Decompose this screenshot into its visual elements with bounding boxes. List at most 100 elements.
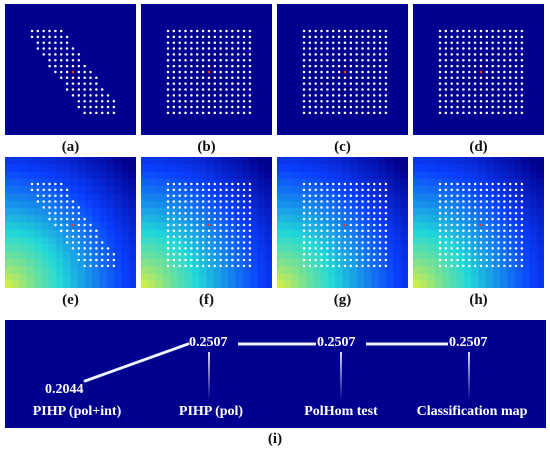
gradient-cell xyxy=(514,157,523,165)
sample-dot xyxy=(444,35,448,39)
gradient-cell xyxy=(514,258,523,267)
gradient-cell xyxy=(478,222,487,231)
gradient-cell xyxy=(522,200,530,209)
gradient-cell xyxy=(48,222,57,231)
sample-dot xyxy=(112,111,116,115)
gradient-cell xyxy=(471,222,479,231)
gradient-cell xyxy=(427,258,436,267)
sample-dot xyxy=(485,212,489,215)
sample-dot xyxy=(172,111,176,115)
sample-dot xyxy=(89,82,92,85)
sample-dot xyxy=(172,229,176,233)
gradient-cell xyxy=(128,258,136,267)
sample-dot xyxy=(343,53,347,56)
gradient-cell xyxy=(514,215,523,223)
gradient-cell xyxy=(199,222,207,231)
sample-dot xyxy=(378,76,382,80)
gradient-cell xyxy=(206,207,215,216)
sample-dot xyxy=(485,188,489,192)
gradient-cell xyxy=(77,258,86,267)
gradient-cell xyxy=(114,244,122,253)
gradient-cell xyxy=(228,200,237,209)
sample-dot xyxy=(372,35,376,39)
gradient-cell xyxy=(529,251,538,260)
sample-dot xyxy=(242,212,246,215)
gradient-cell xyxy=(393,207,402,216)
sample-dot xyxy=(106,111,110,115)
sample-dot xyxy=(225,217,228,221)
gradient-cell xyxy=(393,164,402,172)
gradient-cell xyxy=(277,237,285,245)
gradient-cell xyxy=(522,186,530,194)
sample-dot xyxy=(172,53,176,56)
gradient-cell xyxy=(257,200,266,209)
gradient-cell xyxy=(413,171,421,180)
gradient-cell xyxy=(141,164,149,172)
gradient-cell xyxy=(449,229,458,238)
gradient-cell xyxy=(478,266,487,274)
sample-dot xyxy=(166,99,170,103)
sample-dot xyxy=(201,212,205,215)
gradient-cell xyxy=(449,200,458,209)
gradient-cell xyxy=(177,215,186,223)
gradient-cell xyxy=(85,266,93,274)
sample-dot xyxy=(479,229,483,233)
sample-dot xyxy=(462,111,465,115)
gradient-cell xyxy=(456,200,465,209)
gradient-cell xyxy=(327,215,336,223)
gradient-cell xyxy=(493,251,501,260)
sample-dot xyxy=(355,206,358,209)
sample-dot xyxy=(83,264,86,268)
sample-dot xyxy=(349,252,353,256)
gradient-cell xyxy=(221,244,229,253)
sample-dot xyxy=(77,212,81,215)
sample-dot xyxy=(462,212,465,215)
gradient-cell xyxy=(48,244,57,253)
gradient-cell xyxy=(507,200,516,209)
gradient-cell xyxy=(5,266,13,274)
center-pixel-dot xyxy=(71,223,75,227)
sample-dot xyxy=(503,70,506,74)
sample-dot xyxy=(100,241,104,244)
sample-dot xyxy=(320,59,323,62)
sample-dot xyxy=(60,229,63,233)
gradient-cell xyxy=(463,164,472,172)
sample-dot xyxy=(320,229,323,233)
sample-dot xyxy=(479,252,483,256)
sample-dot xyxy=(332,99,335,103)
sample-dot xyxy=(54,200,57,203)
gradient-cell xyxy=(463,207,472,216)
gradient-cell xyxy=(507,222,516,231)
gradient-cell xyxy=(478,237,487,245)
gradient-cell xyxy=(63,178,71,187)
sample-dot xyxy=(479,59,483,62)
sample-dot xyxy=(520,252,524,256)
sample-dot xyxy=(332,88,335,91)
gradient-cell xyxy=(77,215,86,223)
gradient-cell xyxy=(48,273,57,282)
sample-dot xyxy=(367,206,370,209)
sample-dot xyxy=(236,70,240,74)
sample-dot xyxy=(213,229,217,233)
gradient-cell xyxy=(313,164,322,172)
gradient-cell xyxy=(242,280,251,288)
sample-dot xyxy=(48,64,51,68)
sample-dot xyxy=(491,76,494,80)
panel-f-image xyxy=(141,157,272,288)
gradient-cell xyxy=(41,193,50,202)
gradient-cell xyxy=(235,193,244,202)
gradient-cell xyxy=(500,273,509,282)
gradient-cell xyxy=(250,280,258,288)
sample-dot xyxy=(248,53,252,56)
sample-dot xyxy=(213,188,217,192)
gradient-cell xyxy=(327,171,336,180)
sample-dot xyxy=(456,88,459,91)
sample-dot xyxy=(361,200,364,203)
gradient-cell xyxy=(77,171,86,180)
gradient-cell xyxy=(121,171,130,180)
sample-dot xyxy=(479,94,483,97)
gradient-cell xyxy=(55,251,64,260)
gradient-cell xyxy=(500,200,509,209)
gradient-cell xyxy=(242,258,251,267)
gradient-cell xyxy=(427,280,436,288)
